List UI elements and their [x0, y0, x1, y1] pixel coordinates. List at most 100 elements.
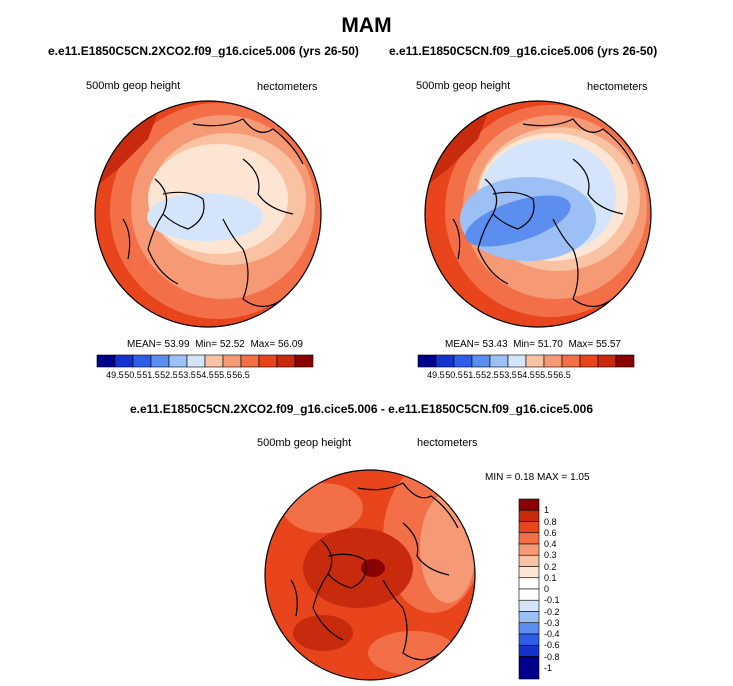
colorbar-box — [222, 354, 242, 368]
panel-1-colorbar-ticks: 49.5 50.5 51.5 52.5 53.5 54.5 55.5 56.5 — [97, 370, 313, 382]
difference-colorbar-ticks: 1 0.8 0.6 0.4 0.3 0.2 0.1 0 -0.1 -0.2 -0… — [544, 499, 584, 679]
colorbar-box — [518, 543, 540, 556]
colorbar-box — [518, 633, 540, 646]
panel-1-max-label: Max= — [250, 339, 276, 350]
colorbar-tick: -0.2 — [544, 606, 560, 617]
panel-1-min-label: Min= — [195, 339, 218, 350]
colorbar-box — [453, 354, 473, 368]
colorbar-tick: 50.5 — [124, 370, 142, 380]
colorbar-box — [168, 354, 188, 368]
difference-panel-stats: MIN = 0.18 MAX = 1.05 — [485, 472, 590, 483]
difference-min-value: 0.18 — [514, 472, 535, 483]
colorbar-tick: 54.5 — [196, 370, 214, 380]
panel-2-min-label: Min= — [513, 339, 536, 350]
colorbar-box — [518, 667, 540, 680]
colorbar-tick: 0.6 — [544, 527, 557, 538]
colorbar-tick: -0.3 — [544, 617, 560, 628]
colorbar-tick: 0.2 — [544, 561, 557, 572]
colorbar-box — [518, 566, 540, 579]
panel-2-mean-label: MEAN= — [445, 339, 480, 350]
panel-2-colorbar-ticks: 49.5 50.5 51.5 52.5 53.5 54.5 55.5 56.5 — [418, 370, 634, 382]
colorbar-box — [518, 599, 540, 612]
panel-2-max-value: 55.57 — [595, 339, 621, 350]
colorbar-tick: 0.3 — [544, 550, 557, 561]
colorbar-box — [471, 354, 491, 368]
colorbar-box — [204, 354, 224, 368]
colorbar-box — [518, 509, 540, 522]
colorbar-tick: -0.6 — [544, 640, 560, 651]
colorbar-box — [518, 577, 540, 590]
panel-1-title: e.e11.E1850C5CN.2XCO2.f09_g16.cice5.006 … — [48, 44, 359, 58]
figure-title: MAM — [341, 14, 392, 37]
colorbar-box — [561, 354, 581, 368]
colorbar-tick: -0.8 — [544, 651, 560, 662]
difference-max-value: 1.05 — [570, 472, 590, 483]
panel-2-title: e.e11.E1850C5CN.f09_g16.cice5.006 (yrs 2… — [389, 44, 658, 58]
colorbar-box — [507, 354, 527, 368]
difference-min-label: MIN = — [485, 472, 512, 483]
colorbar-box — [615, 354, 635, 368]
colorbar-tick: 52.5 — [481, 370, 499, 380]
colorbar-tick: -0.1 — [544, 595, 560, 606]
difference-polar-map — [264, 469, 476, 681]
colorbar-box — [597, 354, 617, 368]
colorbar-box — [276, 354, 296, 368]
panel-2-polar-map — [424, 100, 652, 328]
colorbar-box — [294, 354, 314, 368]
colorbar-box — [96, 354, 116, 368]
difference-max-label: MAX = — [536, 472, 568, 483]
panel-1-units-label: hectometers — [257, 81, 318, 93]
colorbar-box — [518, 498, 540, 511]
colorbar-box — [518, 588, 540, 601]
colorbar-box — [518, 521, 540, 534]
colorbar-box — [525, 354, 545, 368]
difference-panel-units-label: hectometers — [417, 437, 478, 449]
panel-2-min-value: 51.70 — [537, 339, 563, 350]
panel-1-mean-value: 53.99 — [164, 339, 190, 350]
colorbar-box — [132, 354, 152, 368]
panel-1-min-value: 52.52 — [219, 339, 245, 350]
panel-1-stats: MEAN= 53.99 Min= 52.52 Max= 56.09 — [127, 339, 303, 350]
colorbar-tick: 0.1 — [544, 572, 557, 583]
colorbar-tick: 56.5 — [232, 370, 250, 380]
panel-2-max-label: Max= — [568, 339, 594, 350]
panel-1-polar-map — [94, 100, 322, 328]
colorbar-tick: 51.5 — [142, 370, 160, 380]
colorbar-tick: 53.5 — [178, 370, 196, 380]
colorbar-tick: -0.4 — [544, 629, 560, 639]
colorbar-tick: 49.5 — [106, 370, 124, 380]
colorbar-box — [518, 554, 540, 567]
panel-2-variable-label: 500mb geop height — [416, 80, 511, 92]
difference-panel-title: e.e11.E1850C5CN.2XCO2.f09_g16.cice5.006 … — [130, 402, 593, 416]
colorbar-box — [518, 644, 540, 657]
colorbar-tick: 0.4 — [544, 539, 557, 549]
colorbar-tick: 52.5 — [160, 370, 178, 380]
colorbar-tick: -1 — [544, 662, 553, 673]
colorbar-tick: 53.5 — [499, 370, 517, 380]
colorbar-box — [518, 622, 540, 635]
panel-2-colorbar — [417, 354, 635, 368]
colorbar-box — [518, 611, 540, 624]
colorbar-tick: 51.5 — [463, 370, 481, 380]
colorbar-tick: 0 — [544, 584, 550, 594]
colorbar-box — [435, 354, 455, 368]
colorbar-box — [186, 354, 206, 368]
colorbar-box — [114, 354, 134, 368]
panel-2-stats: MEAN= 53.43 Min= 51.70 Max= 55.57 — [445, 339, 621, 350]
colorbar-box — [579, 354, 599, 368]
colorbar-tick: 56.5 — [553, 370, 571, 380]
colorbar-tick: 54.5 — [517, 370, 535, 380]
panel-1-colorbar — [96, 354, 314, 368]
panel-1-variable-label: 500mb geop height — [86, 80, 181, 92]
colorbar-box — [150, 354, 170, 368]
colorbar-box — [518, 532, 540, 545]
colorbar-tick: 55.5 — [535, 370, 553, 380]
colorbar-tick: 55.5 — [214, 370, 232, 380]
panel-2-units-label: hectometers — [587, 81, 648, 93]
colorbar-tick: 1 — [544, 505, 550, 516]
difference-panel-variable-label: 500mb geop height — [257, 437, 352, 449]
panel-2-mean-value: 53.43 — [482, 339, 508, 350]
colorbar-box — [518, 656, 540, 669]
difference-colorbar — [518, 498, 540, 680]
colorbar-box — [489, 354, 509, 368]
